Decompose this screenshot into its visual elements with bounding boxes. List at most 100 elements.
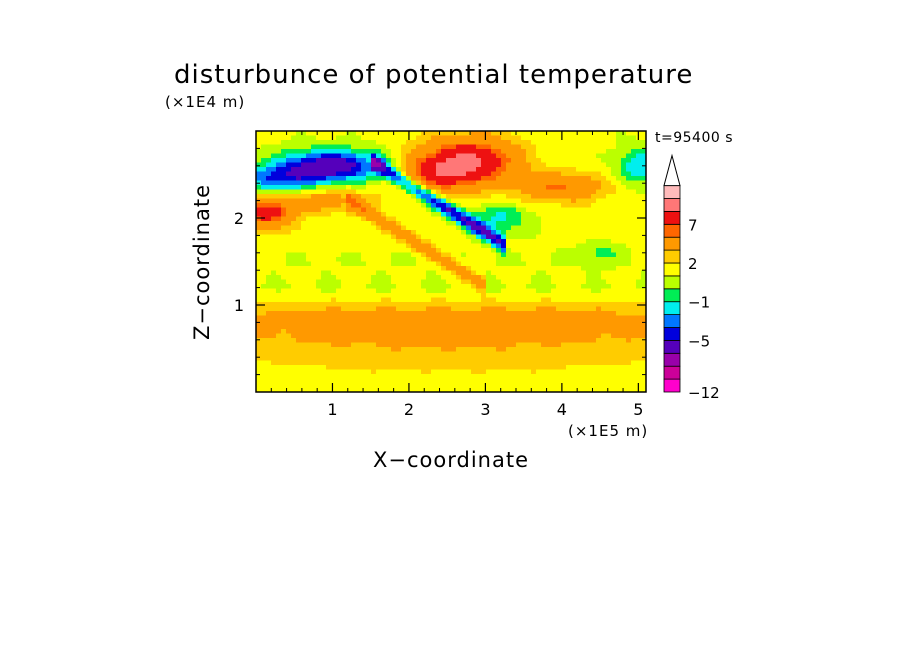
heatmap-cell [506, 216, 512, 222]
heatmap-cell [291, 297, 297, 303]
heatmap-cell [531, 243, 537, 249]
heatmap-cell [511, 149, 517, 155]
heatmap-cell [266, 221, 272, 227]
heatmap-cell [316, 131, 322, 137]
heatmap-cell [281, 279, 287, 285]
heatmap-cell [571, 225, 577, 231]
heatmap-cell [511, 378, 517, 384]
heatmap-cell [371, 338, 377, 344]
heatmap-cell [496, 275, 502, 281]
heatmap-cell [291, 221, 297, 227]
heatmap-cell [526, 333, 532, 339]
heatmap-cell [531, 297, 537, 303]
heatmap-cell [341, 329, 347, 335]
heatmap-cell [521, 189, 527, 195]
heatmap-cell [516, 248, 522, 254]
heatmap-cell [321, 248, 327, 254]
heatmap-cell [351, 149, 357, 155]
heatmap-cell [516, 239, 522, 245]
heatmap-cell [626, 333, 632, 339]
heatmap-cell [616, 302, 622, 308]
heatmap-cell [596, 171, 602, 177]
heatmap-cell [346, 369, 352, 375]
heatmap-cell [536, 176, 542, 182]
heatmap-cell [546, 135, 552, 141]
heatmap-cell [471, 342, 477, 348]
heatmap-cell [406, 252, 412, 258]
heatmap-cell [371, 248, 377, 254]
heatmap-cell [311, 333, 317, 339]
heatmap-cell [441, 153, 447, 159]
heatmap-cell [396, 216, 402, 222]
heatmap-cell [356, 234, 362, 240]
heatmap-cell [416, 207, 422, 213]
heatmap-cell [416, 185, 422, 191]
heatmap-cell [451, 324, 457, 330]
heatmap-cell [266, 338, 272, 344]
heatmap-cell [441, 194, 447, 200]
heatmap-cell [526, 329, 532, 335]
heatmap-cell [431, 306, 437, 312]
heatmap-cell [621, 360, 627, 366]
heatmap-cell [306, 212, 312, 218]
heatmap-cell [541, 230, 547, 236]
heatmap-cell [376, 230, 382, 236]
heatmap-cell [536, 324, 542, 330]
heatmap-cell [571, 311, 577, 317]
heatmap-cell [551, 288, 557, 294]
heatmap-cell [331, 239, 337, 245]
heatmap-cell [561, 306, 567, 312]
heatmap-cell [351, 365, 357, 371]
heatmap-cell [506, 365, 512, 371]
heatmap-cell [271, 360, 277, 366]
heatmap-cell [601, 347, 607, 353]
heatmap-cell [501, 144, 507, 150]
heatmap-cell [316, 306, 322, 312]
heatmap-cell [441, 275, 447, 281]
heatmap-cell [501, 140, 507, 146]
heatmap-cell [531, 149, 537, 155]
heatmap-cell [536, 351, 542, 357]
heatmap-cell [581, 293, 587, 299]
heatmap-cell [511, 158, 517, 164]
heatmap-cell [301, 239, 307, 245]
heatmap-cell [426, 185, 432, 191]
heatmap-cell [306, 306, 312, 312]
heatmap-cell [311, 225, 317, 231]
heatmap-cell [306, 194, 312, 200]
heatmap-cell [516, 135, 522, 141]
heatmap-cell [541, 162, 547, 168]
heatmap-cell [551, 324, 557, 330]
heatmap-cell [431, 311, 437, 317]
heatmap-cell [311, 230, 317, 236]
heatmap-cell [346, 167, 352, 173]
heatmap-cell [636, 239, 642, 245]
heatmap-cell [291, 212, 297, 218]
heatmap-cell [261, 252, 267, 258]
heatmap-cell [311, 261, 317, 267]
heatmap-cell [476, 306, 482, 312]
heatmap-cell [346, 387, 352, 392]
heatmap-cell [506, 257, 512, 263]
heatmap-cell [621, 315, 627, 321]
heatmap-cell [276, 275, 282, 281]
heatmap-cell [271, 248, 277, 254]
heatmap-cell [471, 167, 477, 173]
heatmap-cell [596, 342, 602, 348]
heatmap-cell [401, 162, 407, 168]
heatmap-cell [551, 257, 557, 263]
heatmap-cell [401, 387, 407, 392]
heatmap-cell [491, 248, 497, 254]
heatmap-cell [496, 185, 502, 191]
heatmap-cell [541, 329, 547, 335]
heatmap-cell [321, 333, 327, 339]
heatmap-cell [511, 171, 517, 177]
heatmap-cell [536, 320, 542, 326]
heatmap-cell [581, 365, 587, 371]
heatmap-cell [416, 140, 422, 146]
heatmap-cell [436, 383, 442, 389]
heatmap-cell [586, 234, 592, 240]
heatmap-cell [271, 180, 277, 186]
heatmap-cell [541, 153, 547, 159]
heatmap-cell [526, 374, 532, 380]
